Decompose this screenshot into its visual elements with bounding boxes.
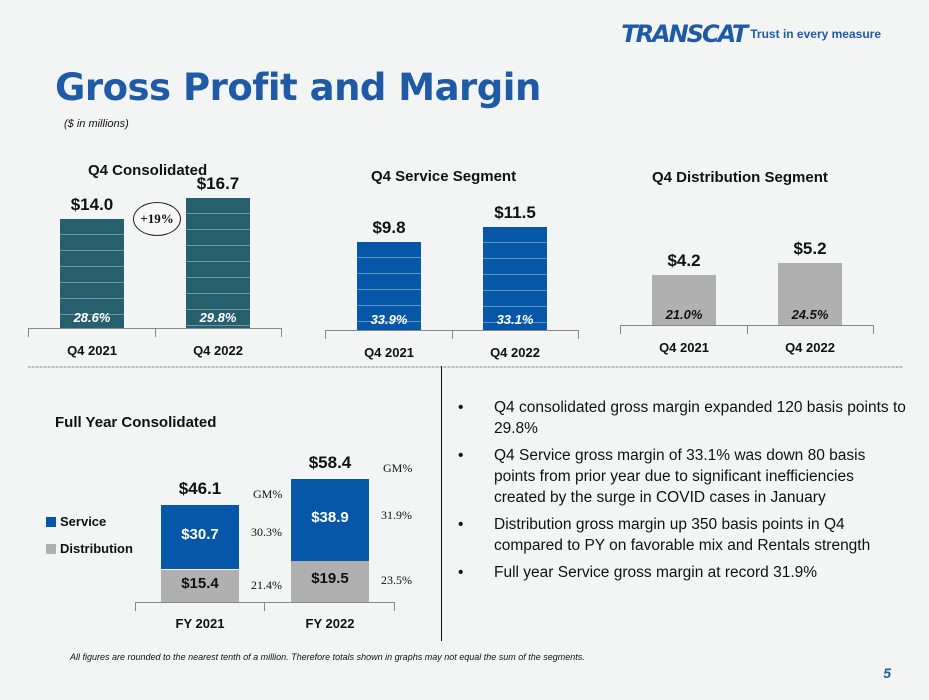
q4c-bar [186,197,250,328]
q4d-margin-label: 21.0% [665,307,703,322]
divider-vertical [441,366,442,641]
axis-tick [281,329,282,337]
q4c-category-label: Q4 2021 [67,343,117,358]
q4c-value-label: $14.0 [70,194,114,214]
fy-title: Full Year Consolidated [55,414,217,431]
q4s-margin-label: 33.9% [370,312,408,327]
legend-swatch [46,543,56,554]
q4d-value-label: $4.2 [667,250,701,270]
bullet-item: • Q4 Service gross margin of 33.1% was do… [458,447,866,506]
fy-segment-label: $15.4 [181,574,219,592]
bullet-item: • Distribution gross margin up 350 basis … [458,516,871,554]
legend-item-service: Service [46,514,106,529]
axis-tick [578,331,579,339]
axis-tick [452,331,453,339]
q4s-bar [483,226,547,330]
q4c-value-label: $16.7 [196,173,240,193]
page-title: Gross Profit and Margin [55,66,541,109]
bullet-item: • Q4 consolidated gross margin expanded 1… [458,399,906,437]
subtitle: ($ in millions) [64,118,129,130]
fy-gm-header: GM% [383,460,413,475]
page-number: 5 [883,665,891,681]
q4s-value-label: $11.5 [494,202,536,222]
fy-bar-distribution [161,569,239,602]
fy-bar-service [291,478,369,561]
fy-gm-label: 23.5% [381,573,412,588]
fy-axis [135,602,395,611]
q4c-title: Q4 Consolidated [88,162,208,179]
axis-tick [394,603,395,611]
logo-tagline: Trust in every measure [750,27,881,41]
q4d-category-label: Q4 2022 [785,340,835,355]
legend-label: Distribution [60,541,133,556]
fy-bar-distribution [291,560,369,602]
fy-gm-label: 21.4% [251,577,282,592]
legend-label: Service [60,514,107,529]
q4c-axis [28,328,282,337]
fy-category-label: FY 2022 [305,616,355,631]
divider-horizontal [28,366,903,368]
axis-tick [747,326,748,334]
q4d-value-label: $5.2 [793,238,827,258]
legend-item-distribution: Distribution [46,541,133,556]
q4d-margin-label: 24.5% [791,307,829,322]
q4s-axis [325,330,579,339]
bullet-item: • Full year Service gross margin at recor… [458,564,818,581]
q4d-bar [652,274,716,325]
q4s-category-label: Q4 2022 [490,345,540,360]
fy-total-label: $58.4 [308,452,352,472]
axis-tick [325,331,326,339]
fy-gm-label: 31.9% [381,507,412,522]
axis-tick [28,329,29,337]
q4d-title: Q4 Distribution Segment [652,169,828,186]
fy-total-label: $46.1 [178,478,222,498]
axis-tick [135,603,136,611]
fy-bar-service [161,504,239,570]
q4s-margin-label: 33.1% [496,312,534,327]
legend-swatch [46,516,56,527]
footnote: All figures are rounded to the nearest t… [70,652,585,662]
logo-mark: TRANSCAT [621,20,748,48]
q4s-bar [357,241,421,330]
fy-segment-label: $19.5 [311,570,349,588]
fy-segment-label: $30.7 [181,526,219,544]
q4s-category-label: Q4 2021 [364,345,414,360]
q4c-bar [60,218,124,328]
axis-tick [873,326,874,334]
q4c-category-label: Q4 2022 [193,343,243,358]
q4c-margin-label: 29.8% [199,310,237,325]
axis-tick [264,603,265,611]
transcat-logo: TRANSCAT Trust in every measure [621,20,881,48]
axis-tick [155,329,156,337]
fy-segment-label: $38.9 [311,508,349,526]
q4d-category-label: Q4 2021 [659,340,709,355]
fy-gm-header: GM% [253,486,283,501]
q4s-title: Q4 Service Segment [371,168,517,185]
q4c-margin-label: 28.6% [73,310,111,325]
q4d-bar [778,262,842,325]
axis-tick [620,326,621,334]
q4s-value-label: $9.8 [372,217,406,237]
fy-category-label: FY 2021 [175,616,225,631]
growth-annotation: +19% [133,202,181,236]
bullet-list: • Q4 consolidated gross margin expanded 1… [458,397,908,589]
q4d-axis [620,325,874,334]
fy-gm-label: 30.3% [251,525,282,540]
